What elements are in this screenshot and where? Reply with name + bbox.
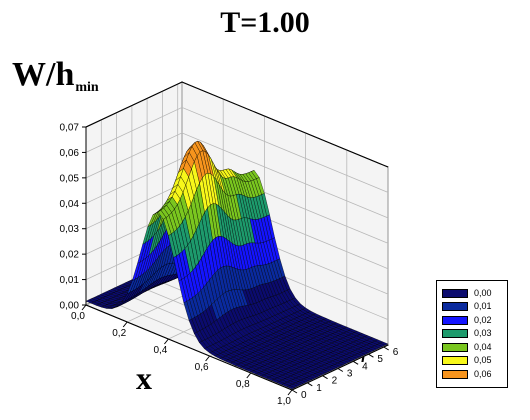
- phi-tick-mark: [291, 389, 298, 394]
- x-tick-label: 0,0: [71, 311, 85, 322]
- legend-label: 0,03: [474, 328, 492, 338]
- x-tick-mark: [81, 304, 87, 311]
- legend-entry: 0,00: [442, 287, 492, 299]
- legend-label: 0,01: [474, 301, 492, 311]
- legend-entry: 0,01: [442, 301, 492, 313]
- legend-label: 0,02: [474, 314, 492, 325]
- legend-swatch: [442, 329, 468, 338]
- z-axis-label: W/hmin: [12, 56, 99, 96]
- phi-tick-mark: [337, 368, 344, 372]
- phi-tick-mark: [307, 382, 313, 387]
- legend-label: 0,04: [474, 341, 492, 352]
- legend-label: 0,06: [474, 368, 492, 379]
- x-tick-label: 0,2: [112, 328, 126, 339]
- phi-tick-label: 2: [332, 376, 338, 387]
- legend-label: 0,00: [474, 287, 492, 298]
- z-tick-label: 0,05: [60, 173, 80, 184]
- phi-tick-mark: [368, 353, 374, 358]
- z-tick-label: 0,06: [60, 148, 80, 159]
- z-tick-label: 0,00: [60, 301, 80, 312]
- phi-tick-label: 5: [377, 354, 383, 365]
- phi-axis-line: [291, 344, 389, 391]
- legend-swatch: [442, 302, 468, 311]
- x-tick-mark: [246, 372, 252, 379]
- z-axis-label-subscript: min: [75, 80, 99, 95]
- z-tick-label: 0,04: [60, 199, 80, 210]
- legend-entry: 0,05: [442, 355, 492, 367]
- x-tick-label: 0,6: [195, 362, 209, 373]
- color-legend: 0,00 0,01 0,02 0,03 0,04 0,05 0,06: [436, 280, 508, 388]
- phi-tick-label: 6: [393, 347, 399, 358]
- x-tick-mark: [287, 389, 293, 396]
- wall-top-edge: [85, 81, 389, 168]
- z-tick-label: 0,02: [60, 250, 80, 261]
- legend-entry: 0,02: [442, 314, 492, 326]
- x-tick-mark: [122, 321, 128, 328]
- x-axis-label: x: [136, 360, 152, 396]
- legend-entry: 0,04: [442, 341, 492, 353]
- z-axis-label-main: W/h: [12, 56, 75, 93]
- x-tick-label: 0,8: [236, 379, 250, 390]
- chart-title: T=1.00: [220, 6, 310, 39]
- legend-swatch: [442, 369, 468, 379]
- z-tick-label: 0,07: [60, 123, 80, 134]
- phi-tick-mark: [352, 360, 359, 365]
- x-tick-mark: [205, 355, 210, 362]
- z-tick-label: 0,01: [60, 275, 80, 286]
- z-tick-label: 0,03: [60, 224, 80, 235]
- legend-swatch: [442, 356, 468, 365]
- phi-tick-mark: [383, 346, 389, 351]
- legend-entry: 0,06: [442, 368, 492, 380]
- legend-swatch: [442, 288, 468, 298]
- x-axis-line: [85, 304, 293, 391]
- x-tick-mark: [164, 338, 169, 345]
- phi-tick-label: 1: [316, 383, 322, 394]
- legend-swatch: [442, 315, 468, 325]
- phi-tick-label: 3: [347, 369, 353, 380]
- surface-mesh: [85, 140, 389, 390]
- x-tick-label: 1,0: [277, 396, 291, 407]
- legend-entry: 0,03: [442, 328, 492, 340]
- x-tick-label: 0,4: [153, 345, 167, 356]
- legend-swatch: [442, 342, 468, 352]
- legend-label: 0,05: [474, 355, 492, 365]
- phi-tick-label: 0: [301, 390, 307, 401]
- phi-tick-label: 4: [362, 361, 368, 372]
- surface-cell: [286, 385, 296, 390]
- phi-tick-mark: [322, 375, 328, 380]
